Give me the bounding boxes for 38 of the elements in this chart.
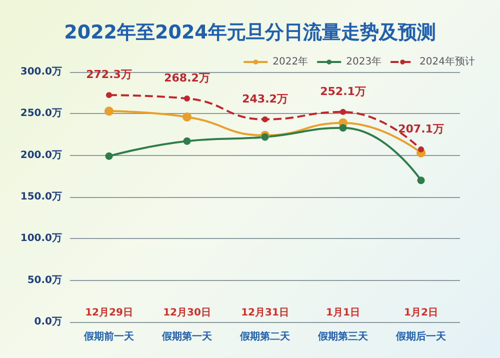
x-tick-label: 12月31日 — [241, 308, 289, 318]
text: 假期第二天 — [239, 330, 291, 342]
x-tick-label: 1月1日 — [326, 308, 360, 318]
point — [104, 106, 114, 116]
text: 假期前一天 — [83, 330, 135, 342]
data-label: 252.1万 — [320, 84, 366, 98]
point — [418, 146, 424, 152]
point — [261, 133, 269, 141]
point — [262, 116, 268, 122]
y-tick-label: 250.0万 — [20, 108, 62, 120]
x-tick-label: 1月2日 — [404, 308, 438, 318]
y-tick-label: 100.0万 — [20, 233, 62, 244]
point — [339, 124, 347, 132]
data-label: 268.2万 — [164, 72, 210, 84]
point — [340, 108, 346, 115]
data-label: 207.1万 — [398, 122, 444, 136]
point — [184, 96, 190, 102]
text: 假期后一天 — [395, 330, 447, 342]
point — [183, 137, 191, 145]
legend-label: 2022年 — [272, 56, 308, 68]
text: 假期第三天 — [317, 330, 369, 342]
chart-title: 2022年至2024年元旦分日流量走势及预测 — [64, 22, 436, 44]
y-tick-label: 50.0万 — [27, 274, 62, 286]
x-tick-label: 12月29日 — [85, 308, 133, 318]
y-tick-label: 300.0万 — [20, 66, 62, 78]
legend-label: 2023年 — [346, 56, 382, 68]
data-label: 243.2万 — [242, 92, 288, 106]
y-tick-label: 200.0万 — [20, 150, 62, 161]
text: 假期第一天 — [161, 330, 213, 342]
point — [106, 92, 112, 98]
data-label: 272.3万 — [86, 68, 132, 82]
x-tick-label: 12月30日 — [163, 308, 211, 318]
y-tick-label: 0.0万 — [34, 316, 62, 328]
point — [182, 112, 192, 122]
legend-label: 2024年预计 — [420, 56, 476, 68]
point — [105, 152, 113, 160]
point — [417, 176, 425, 184]
y-tick-label: 150.0万 — [20, 192, 62, 202]
